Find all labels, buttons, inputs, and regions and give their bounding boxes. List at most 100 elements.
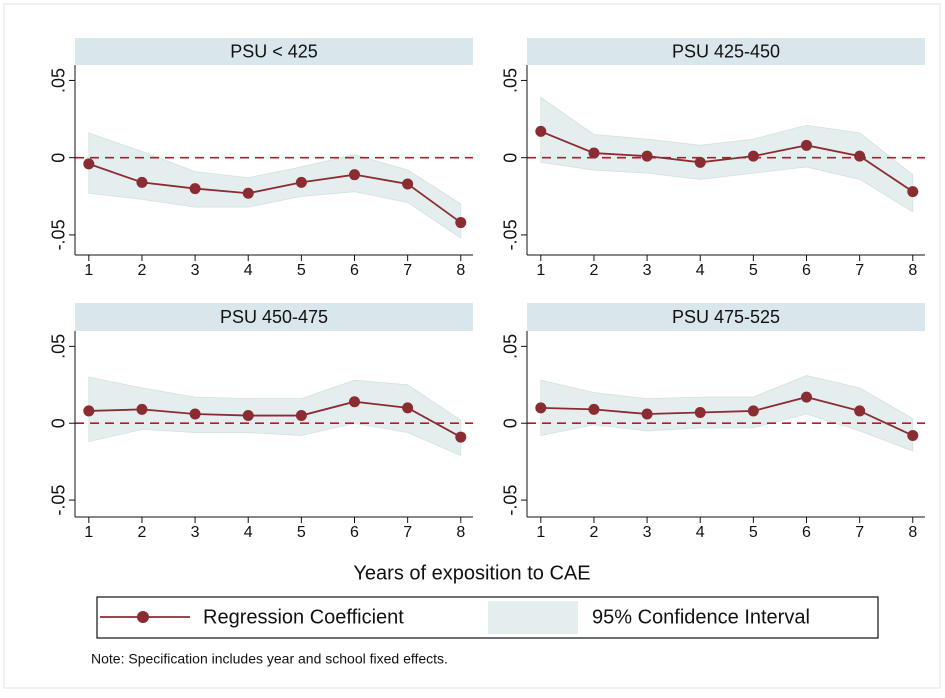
panel-header — [75, 38, 473, 65]
x-tick-label: 8 — [908, 524, 917, 541]
y-tick-label: -.05 — [501, 485, 521, 516]
x-tick-label: 3 — [643, 524, 652, 541]
x-tick-label: 6 — [802, 524, 811, 541]
x-tick-label: 4 — [696, 262, 705, 279]
coefficient-point — [641, 150, 653, 162]
y-tick-label: .05 — [501, 334, 521, 359]
coefficient-point — [747, 150, 759, 162]
y-tick-label: -.05 — [49, 485, 69, 516]
x-tick-label: 1 — [536, 524, 545, 541]
x-tick-label: 3 — [643, 262, 652, 279]
panel-title: PSU 450-475 — [220, 307, 328, 327]
coefficient-point — [83, 158, 95, 170]
confidence-band — [540, 375, 914, 452]
x-tick-label: 5 — [297, 262, 306, 279]
x-tick-label: 5 — [297, 524, 306, 541]
coefficient-point — [402, 402, 414, 414]
coefficient-point — [535, 402, 547, 414]
panel-title: PSU 425-450 — [672, 41, 780, 61]
legend-swatch — [488, 601, 578, 634]
coefficient-point — [588, 147, 600, 159]
coefficient-point — [83, 405, 95, 417]
x-tick-label: 1 — [536, 262, 545, 279]
x-tick-label: 2 — [138, 262, 147, 279]
x-tick-label: 4 — [244, 262, 253, 279]
coefficient-point — [349, 169, 361, 181]
x-tick-label: 1 — [84, 524, 93, 541]
coefficient-point — [349, 396, 361, 408]
y-tick-label: .05 — [49, 334, 69, 359]
x-axis-title: Years of exposition to CAE — [353, 562, 590, 584]
coefficient-point — [295, 176, 307, 188]
coefficient-point — [694, 156, 706, 168]
y-tick-label: .05 — [501, 68, 521, 93]
coefficient-point — [588, 403, 600, 415]
legend-label: Regression Coefficient — [203, 606, 404, 628]
coefficient-line — [88, 400, 462, 438]
x-tick-label: 7 — [403, 262, 412, 279]
coefficient-line — [540, 396, 914, 437]
coefficient-point — [455, 431, 467, 443]
x-tick-label: 7 — [855, 524, 864, 541]
coefficient-point — [455, 217, 467, 229]
x-tick-label: 3 — [191, 262, 200, 279]
coefficient-point — [189, 408, 201, 420]
coefficient-point — [402, 178, 414, 190]
x-tick-label: 4 — [244, 524, 253, 541]
coefficient-point — [854, 405, 866, 417]
coefficient-point — [907, 186, 919, 198]
panel-title: PSU < 425 — [230, 41, 318, 61]
x-tick-label: 8 — [456, 524, 465, 541]
note: Note: Specification includes year and sc… — [91, 651, 448, 667]
coefficient-point — [641, 408, 653, 420]
panel-header — [527, 38, 925, 65]
coefficient-point — [535, 125, 547, 137]
legend-marker — [137, 611, 149, 623]
x-tick-label: 7 — [855, 262, 864, 279]
coefficient-point — [747, 405, 759, 417]
y-tick-label: -.05 — [49, 219, 69, 250]
legend — [96, 596, 879, 639]
coefficient-line — [88, 163, 462, 224]
coefficient-point — [801, 391, 813, 403]
coefficient-point — [295, 410, 307, 422]
confidence-band — [88, 132, 462, 239]
coefficient-point — [242, 187, 254, 199]
panel-header — [527, 303, 925, 331]
coefficient-point — [189, 183, 201, 195]
x-tick-label: 5 — [749, 524, 758, 541]
frame — [3, 3, 941, 689]
coefficient-point — [694, 406, 706, 418]
coefficient-point — [242, 410, 254, 422]
coefficient-point — [854, 150, 866, 162]
x-tick-label: 6 — [350, 524, 359, 541]
legend-label: 95% Confidence Interval — [592, 606, 810, 628]
y-tick-label: 0 — [49, 418, 69, 428]
x-tick-label: 6 — [802, 262, 811, 279]
x-tick-label: 8 — [456, 262, 465, 279]
coefficient-point — [801, 139, 813, 151]
x-tick-label: 2 — [138, 524, 147, 541]
panel-header — [75, 303, 473, 331]
x-tick-label: 4 — [696, 524, 705, 541]
x-tick-label: 6 — [350, 262, 359, 279]
confidence-band — [540, 96, 914, 213]
x-tick-label: 1 — [84, 262, 93, 279]
coefficient-point — [907, 430, 919, 442]
y-tick-label: 0 — [49, 153, 69, 163]
coefficient-point — [136, 403, 148, 415]
x-tick-label: 5 — [749, 262, 758, 279]
y-tick-label: 0 — [501, 418, 521, 428]
x-tick-label: 3 — [191, 524, 200, 541]
x-tick-label: 2 — [590, 524, 599, 541]
panel-title: PSU 475-525 — [672, 307, 780, 327]
y-tick-label: -.05 — [501, 219, 521, 250]
x-tick-label: 8 — [908, 262, 917, 279]
x-tick-label: 7 — [403, 524, 412, 541]
coefficient-point — [136, 176, 148, 188]
x-tick-label: 2 — [590, 262, 599, 279]
y-tick-label: .05 — [49, 68, 69, 93]
y-tick-label: 0 — [501, 153, 521, 163]
coefficient-line — [540, 130, 914, 193]
